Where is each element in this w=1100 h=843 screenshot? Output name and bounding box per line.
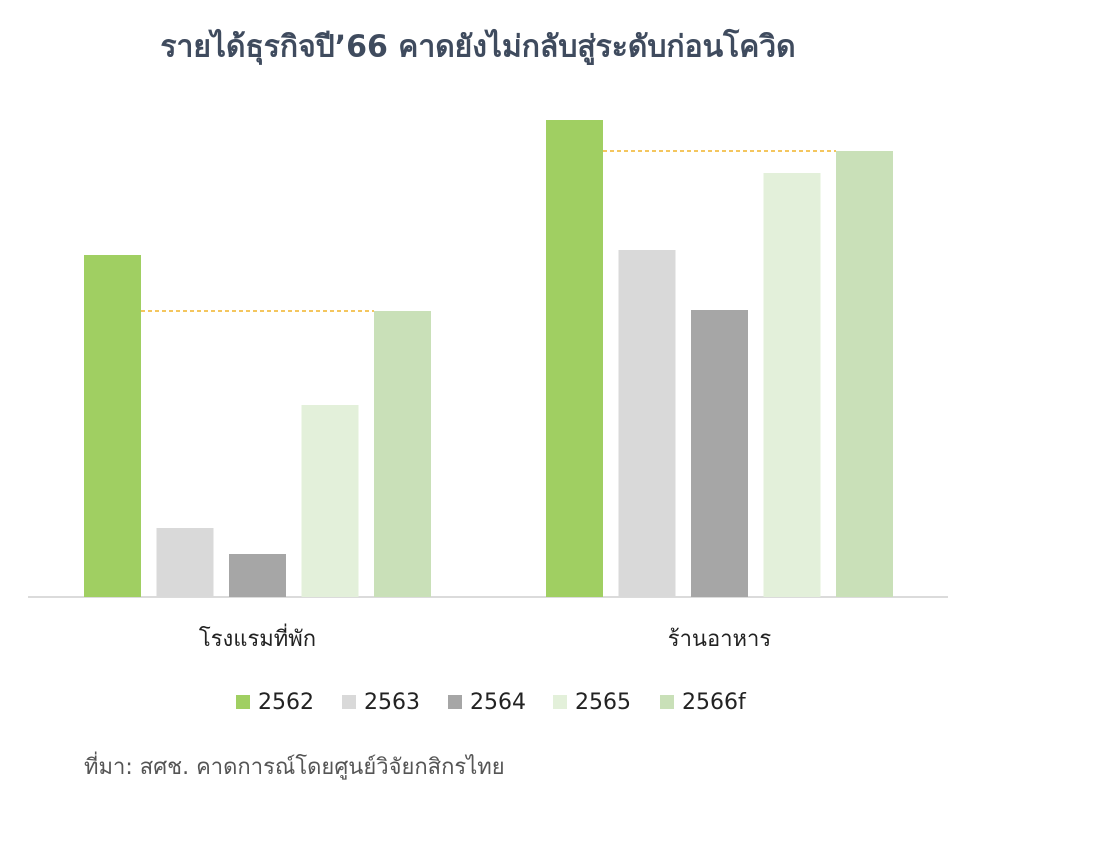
legend-swatch bbox=[553, 695, 567, 709]
legend-label: 2564 bbox=[470, 690, 526, 715]
legend-label: 2563 bbox=[364, 690, 420, 715]
legend-swatch bbox=[448, 695, 462, 709]
bar bbox=[84, 255, 141, 597]
source-note: ที่มา: สศช. คาดการณ์โดยศูนย์วิจัยกสิกรไท… bbox=[84, 751, 505, 780]
bar bbox=[229, 554, 286, 597]
legend-swatch bbox=[236, 695, 250, 709]
bar bbox=[618, 250, 676, 597]
bar bbox=[156, 528, 214, 597]
legend-swatch bbox=[342, 695, 356, 709]
x-tick-label: ร้านอาหาร bbox=[668, 627, 772, 652]
bar bbox=[836, 151, 893, 597]
chart-title: รายได้ธุรกิจปี’66 คาดยังไม่กลับสู่ระดับก… bbox=[160, 28, 795, 66]
legend-label: 2566f bbox=[682, 690, 747, 715]
bar bbox=[546, 120, 603, 597]
bar bbox=[763, 173, 821, 597]
bar bbox=[301, 405, 359, 597]
bar bbox=[691, 310, 748, 597]
legend-label: 2565 bbox=[575, 690, 631, 715]
bar bbox=[374, 311, 431, 597]
legend-label: 2562 bbox=[258, 690, 314, 715]
legend-swatch bbox=[660, 695, 674, 709]
x-tick-label: โรงแรมที่พัก bbox=[199, 623, 316, 652]
